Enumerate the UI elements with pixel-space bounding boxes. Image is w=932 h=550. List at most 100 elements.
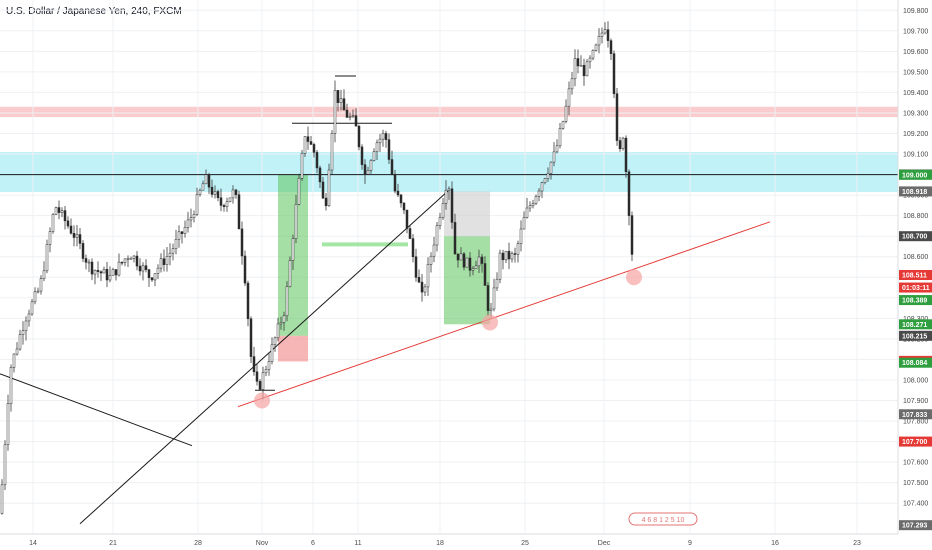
candle-body: [495, 278, 499, 289]
candle: [621, 136, 625, 151]
candle-body: [168, 252, 172, 257]
candle: [357, 124, 361, 151]
tradingview-logo: 4 6 8 1 2 5 10: [628, 512, 698, 526]
price-tag: [899, 295, 932, 306]
candle: [504, 250, 508, 264]
candle: [330, 130, 334, 175]
candle-body: [234, 189, 238, 195]
candle-body: [258, 381, 262, 390]
candle: [582, 58, 586, 86]
candle-body: [165, 256, 169, 265]
candle-body: [240, 228, 244, 257]
price-tag: [899, 436, 932, 447]
time-tick-label: 28: [194, 540, 202, 547]
candle: [246, 280, 250, 327]
candle-body: [0, 484, 4, 514]
candle-body: [207, 174, 211, 188]
candle: [612, 50, 616, 99]
price-tick-label: 109.400: [903, 90, 928, 97]
candle: [405, 209, 409, 234]
candle-body: [186, 219, 190, 228]
candle-body: [330, 132, 334, 171]
candle-body: [273, 337, 277, 345]
candle: [576, 49, 580, 74]
candle-body: [579, 64, 583, 67]
candle: [588, 55, 592, 69]
price-tag: [899, 186, 932, 197]
candle: [549, 161, 553, 180]
candle: [318, 165, 322, 188]
candle: [597, 28, 601, 54]
price-tick-label: 107.600: [903, 460, 928, 467]
candle-body: [336, 90, 340, 103]
candle-body: [477, 256, 481, 267]
candle-body: [381, 133, 385, 140]
price-tag-label: 108.215: [902, 333, 927, 340]
candle-body: [372, 151, 376, 161]
candle: [420, 273, 424, 302]
price-tick-label: 107.500: [903, 480, 928, 487]
candle: [507, 242, 511, 270]
candle: [369, 158, 373, 174]
candle: [24, 316, 28, 341]
swing-marker: [626, 269, 642, 286]
candle-body: [621, 137, 625, 149]
price-tick-label: 107.900: [903, 398, 928, 405]
candle-body: [420, 281, 424, 293]
candle-body: [102, 269, 106, 274]
price-tag-label: 107.293: [902, 523, 927, 530]
swing-marker: [482, 314, 498, 331]
candle-body: [393, 173, 397, 192]
candle-body: [69, 225, 73, 234]
long-position-stop-zone: [278, 335, 308, 362]
candle: [429, 252, 433, 273]
candle: [573, 49, 577, 87]
candle: [525, 197, 529, 219]
candle: [276, 317, 280, 342]
candle-body: [60, 210, 64, 213]
candle: [339, 89, 343, 111]
candle: [33, 287, 37, 305]
candle: [51, 213, 55, 234]
candle-body: [96, 270, 100, 272]
candle-body: [156, 267, 160, 274]
price-tag: [899, 169, 932, 180]
candle-body: [117, 261, 121, 276]
price-tag-label: 108.271: [902, 322, 927, 329]
candle-body: [189, 217, 193, 221]
candle: [267, 352, 271, 376]
candle: [351, 109, 355, 118]
candle: [492, 278, 496, 312]
candle-body: [252, 356, 256, 373]
candle: [567, 81, 571, 116]
candle: [165, 247, 169, 272]
candle-body: [246, 282, 250, 320]
time-tick-label: 25: [521, 540, 529, 547]
candle: [129, 256, 133, 260]
candle-body: [216, 191, 220, 199]
candle-body: [396, 190, 400, 196]
candle-body: [459, 253, 463, 261]
candle-body: [138, 265, 142, 272]
candle: [195, 187, 199, 216]
candle-body: [606, 29, 610, 41]
candle: [474, 260, 478, 269]
candle-body: [72, 233, 76, 238]
candle: [618, 136, 622, 152]
candle-body: [24, 320, 28, 331]
candle: [15, 342, 19, 356]
candle: [555, 139, 559, 154]
price-tag-label: 107.700: [902, 439, 927, 446]
candle-body: [291, 238, 295, 261]
candle-body: [213, 191, 217, 195]
candle-body: [456, 253, 460, 261]
candle-body: [297, 178, 301, 205]
chart-title: U.S. Dollar / Japanese Yen, 240, FXCM: [6, 6, 182, 17]
candle-body: [222, 205, 226, 207]
price-tick-label: 107.800: [903, 419, 928, 426]
candle-body: [351, 115, 355, 117]
candle-body: [357, 125, 361, 148]
candle-body: [267, 361, 271, 370]
price-tick-label: 109.500: [903, 69, 928, 76]
